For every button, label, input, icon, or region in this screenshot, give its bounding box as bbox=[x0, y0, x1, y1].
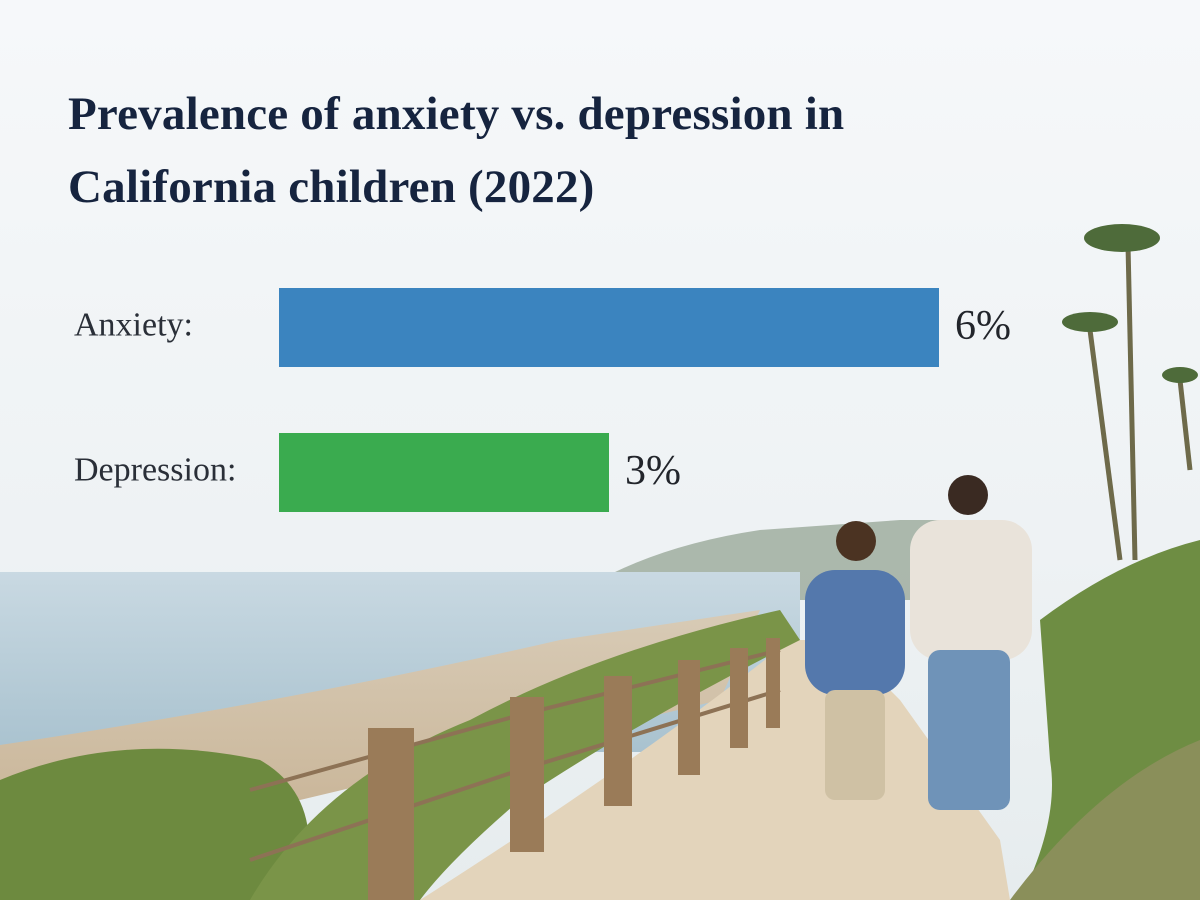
child bbox=[805, 521, 905, 800]
value-label: 3% bbox=[625, 448, 681, 494]
adult bbox=[910, 475, 1032, 810]
category-label: Depression: bbox=[74, 451, 236, 488]
bar bbox=[279, 288, 939, 367]
value-label: 6% bbox=[955, 303, 1011, 349]
category-label: Anxiety: bbox=[74, 306, 193, 343]
bar bbox=[279, 433, 609, 512]
chart-title: Prevalence of anxiety vs. depression in … bbox=[68, 88, 845, 213]
